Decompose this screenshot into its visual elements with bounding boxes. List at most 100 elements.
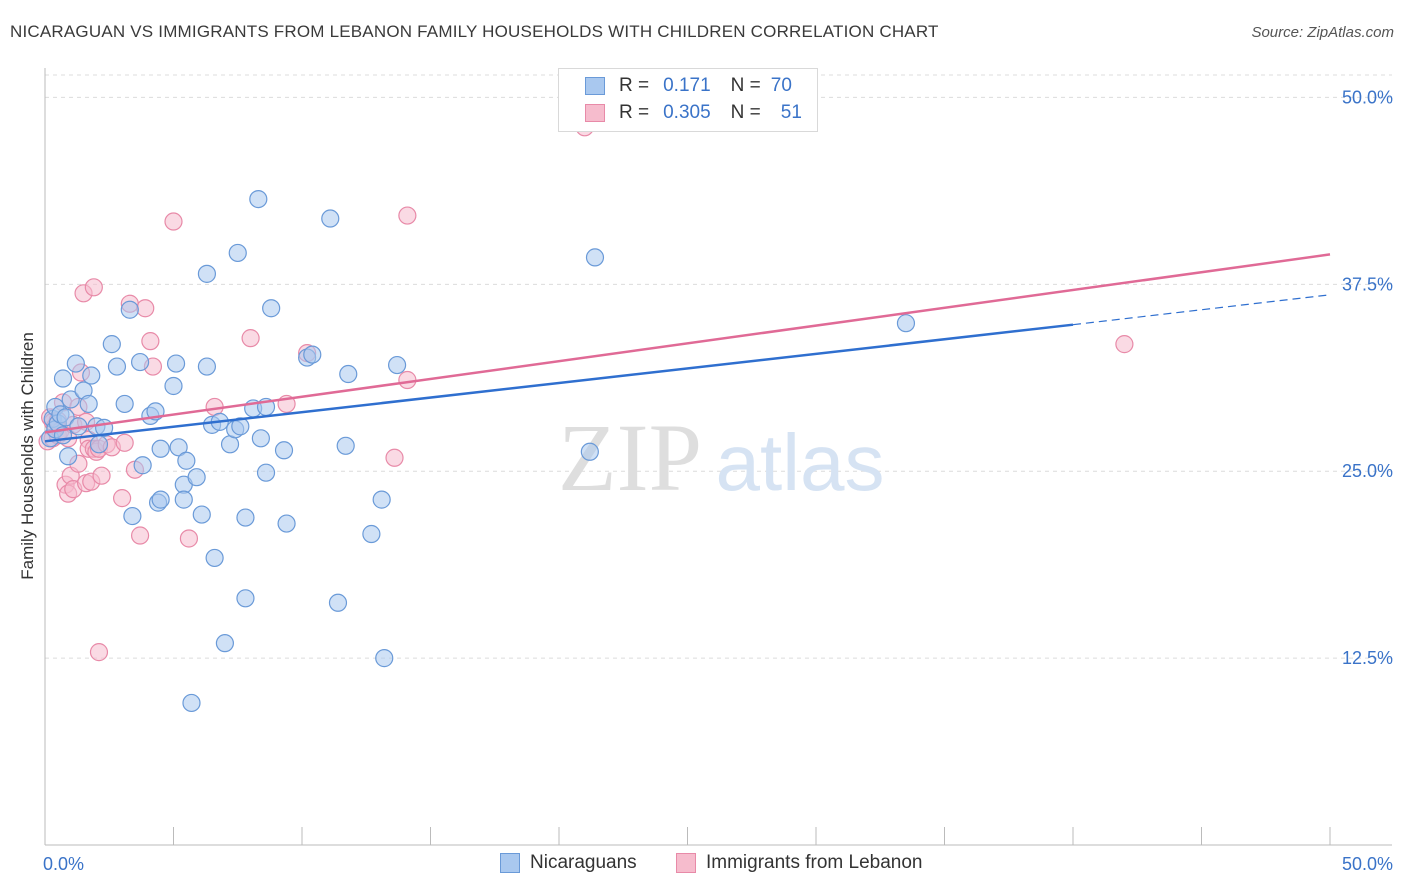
data-point	[53, 369, 73, 388]
legend-row-lebanon: R = 0.305 N = 51	[585, 100, 802, 126]
data-point	[362, 524, 381, 544]
data-point	[182, 693, 201, 713]
grid-lines	[45, 74, 1392, 659]
data-point	[92, 466, 111, 485]
data-point	[79, 394, 98, 414]
trend-line-nicaraguans	[44, 323, 1074, 443]
data-point	[112, 489, 132, 508]
legend-r-value: 0.171	[663, 75, 711, 96]
legend-n-value: 70	[770, 75, 792, 96]
y-tick-label: 12.5%	[1342, 648, 1393, 668]
data-point	[82, 366, 101, 385]
data-point	[130, 526, 150, 545]
data-point	[166, 354, 186, 373]
data-point	[115, 433, 134, 452]
data-point	[61, 390, 80, 409]
data-point	[151, 439, 170, 458]
legend-item-lebanon: Immigrants from Lebanon	[676, 852, 923, 874]
series-legend: Nicaraguans Immigrants from Lebanon	[0, 852, 1406, 878]
legend-r-value: 0.305	[663, 102, 711, 123]
data-point	[115, 394, 134, 414]
data-point	[215, 634, 234, 653]
data-point	[385, 448, 404, 467]
legend-label-lebanon: Immigrants from Lebanon	[706, 852, 923, 873]
data-point	[205, 548, 224, 568]
data-point	[249, 189, 268, 209]
data-point	[387, 355, 407, 375]
legend-n-label: N =	[730, 102, 761, 123]
series-lebanon-points	[38, 118, 1134, 662]
data-point	[151, 490, 170, 509]
data-point	[177, 451, 196, 470]
trend-lines	[44, 253, 1331, 443]
x-tick-label: 50.0%	[1342, 854, 1393, 874]
data-point	[66, 354, 85, 373]
y-tick-label: 25.0%	[1342, 461, 1393, 481]
data-point	[274, 441, 294, 460]
tick-labels: 12.5% 25.0% 37.5% 50.0% 0.0% 50.0%	[43, 87, 1393, 874]
data-point	[398, 370, 417, 390]
data-point	[236, 508, 255, 527]
axes	[44, 68, 1392, 846]
watermark-atlas: atlas	[716, 418, 885, 507]
y-tick-label: 50.0%	[1342, 87, 1393, 107]
data-point	[192, 505, 211, 524]
data-point	[256, 463, 276, 482]
data-point	[398, 206, 417, 225]
data-point	[580, 442, 599, 461]
data-point	[277, 514, 296, 533]
data-point	[321, 209, 340, 228]
legend-swatch-blue	[585, 77, 605, 95]
data-point	[187, 468, 206, 487]
data-point	[120, 300, 139, 319]
correlation-legend: R = 0.171 N = 70 R = 0.305 N = 51	[558, 68, 818, 132]
data-point	[236, 589, 255, 608]
data-point	[372, 490, 391, 509]
data-point	[241, 329, 260, 348]
legend-item-nicaraguans: Nicaraguans	[500, 852, 637, 874]
data-point	[123, 506, 142, 526]
data-point	[251, 429, 270, 448]
data-point	[197, 357, 217, 376]
data-point	[102, 335, 121, 354]
data-point	[133, 456, 152, 475]
y-axis-label: Family Households with Children	[18, 332, 37, 580]
data-point	[1115, 335, 1134, 354]
trend-line-lebanon	[44, 253, 1331, 434]
x-tick-label: 0.0%	[43, 854, 84, 874]
data-point	[231, 417, 250, 436]
legend-swatch-blue	[500, 853, 520, 873]
y-tick-label: 37.5%	[1342, 274, 1393, 294]
data-point	[262, 299, 281, 318]
data-point	[130, 352, 150, 372]
data-point	[89, 643, 109, 662]
data-point	[164, 212, 183, 231]
data-point	[56, 408, 75, 427]
legend-r-label: R =	[619, 75, 650, 96]
source-label: Source: ZipAtlas.com	[1251, 24, 1394, 41]
data-point	[336, 436, 355, 455]
data-point	[179, 529, 199, 548]
data-point	[59, 447, 78, 466]
legend-label-nicaraguans: Nicaraguans	[530, 852, 637, 873]
legend-n-label: N =	[730, 75, 761, 96]
data-point	[197, 264, 217, 283]
legend-r-label: R =	[619, 102, 650, 123]
data-point	[136, 299, 155, 318]
legend-row-nicaraguans: R = 0.171 N = 70	[585, 73, 792, 99]
legend-swatch-pink	[676, 853, 696, 873]
data-point	[228, 243, 247, 263]
data-point	[164, 376, 183, 396]
data-point	[303, 345, 322, 364]
data-point	[375, 649, 394, 668]
data-point	[141, 332, 160, 351]
data-point	[896, 314, 916, 333]
chart-title: NICARAGUAN VS IMMIGRANTS FROM LEBANON FA…	[10, 22, 939, 41]
watermark: ZIP atlas	[558, 404, 884, 511]
legend-n-value: 51	[780, 102, 802, 123]
data-point	[328, 593, 348, 612]
data-point	[174, 490, 193, 509]
trend-line-nicaraguans-extension	[1072, 294, 1331, 326]
data-point	[107, 357, 127, 376]
